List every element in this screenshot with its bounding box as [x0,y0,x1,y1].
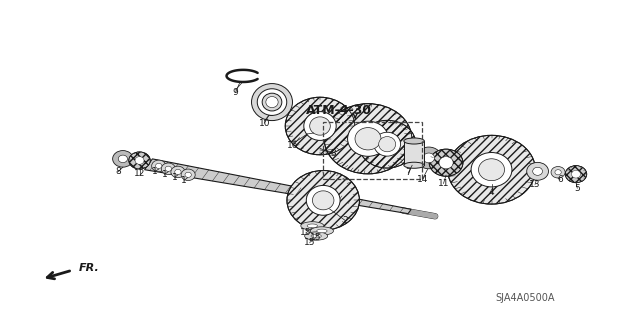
Text: ATM-4-30: ATM-4-30 [306,104,372,116]
Ellipse shape [358,120,416,168]
Ellipse shape [310,227,333,235]
Ellipse shape [439,157,453,169]
Text: 1: 1 [172,173,177,182]
Ellipse shape [165,166,172,171]
Ellipse shape [429,149,463,176]
Ellipse shape [156,163,162,168]
Ellipse shape [555,170,561,175]
Ellipse shape [317,229,327,233]
Ellipse shape [285,97,355,155]
Ellipse shape [152,160,166,172]
Ellipse shape [565,166,587,183]
Ellipse shape [311,234,321,238]
Ellipse shape [135,157,144,164]
Ellipse shape [305,232,328,240]
Ellipse shape [312,191,334,210]
Text: 5: 5 [575,184,580,193]
Text: 14: 14 [417,175,428,184]
Ellipse shape [527,162,548,180]
Ellipse shape [118,155,127,163]
Ellipse shape [307,224,317,228]
Text: 16: 16 [287,141,299,150]
Text: 1: 1 [162,170,167,179]
Ellipse shape [355,128,381,150]
Text: 10: 10 [259,119,270,128]
Ellipse shape [310,117,330,135]
Text: 8: 8 [116,167,121,176]
Text: 1: 1 [182,176,187,185]
Text: 6: 6 [557,175,563,184]
Ellipse shape [181,169,195,181]
Text: 15: 15 [300,228,312,237]
Ellipse shape [113,151,133,167]
Ellipse shape [175,169,181,174]
Ellipse shape [301,222,324,230]
Ellipse shape [379,137,396,152]
Ellipse shape [262,93,282,111]
Text: 4: 4 [489,189,494,197]
Ellipse shape [404,138,424,144]
Ellipse shape [252,84,292,121]
Ellipse shape [185,172,191,177]
Text: 13: 13 [529,180,541,189]
Ellipse shape [129,152,150,169]
Text: 12: 12 [134,169,145,178]
Text: 1: 1 [152,167,157,176]
Text: 3: 3 [330,149,335,158]
Ellipse shape [404,162,424,168]
Ellipse shape [266,97,278,108]
Text: 2: 2 [343,216,348,225]
Text: 15: 15 [310,233,321,242]
Ellipse shape [324,104,412,174]
Text: 7: 7 [406,168,411,177]
Ellipse shape [287,170,360,230]
Ellipse shape [374,132,401,156]
Ellipse shape [423,153,435,163]
Ellipse shape [479,159,504,181]
Ellipse shape [348,121,388,156]
Ellipse shape [416,147,442,169]
Ellipse shape [307,185,340,215]
Ellipse shape [171,166,185,178]
Polygon shape [404,141,424,165]
Ellipse shape [532,167,543,175]
Ellipse shape [257,89,287,115]
Ellipse shape [551,167,565,178]
Ellipse shape [161,163,175,174]
Text: 11: 11 [438,179,449,188]
Polygon shape [145,159,411,214]
Ellipse shape [304,112,336,140]
Text: FR.: FR. [79,263,99,273]
Text: SJA4A0500A: SJA4A0500A [495,293,554,303]
Ellipse shape [572,170,580,178]
Text: 15: 15 [304,238,316,247]
Ellipse shape [471,152,512,187]
Ellipse shape [448,135,535,204]
Text: 9: 9 [233,88,238,97]
